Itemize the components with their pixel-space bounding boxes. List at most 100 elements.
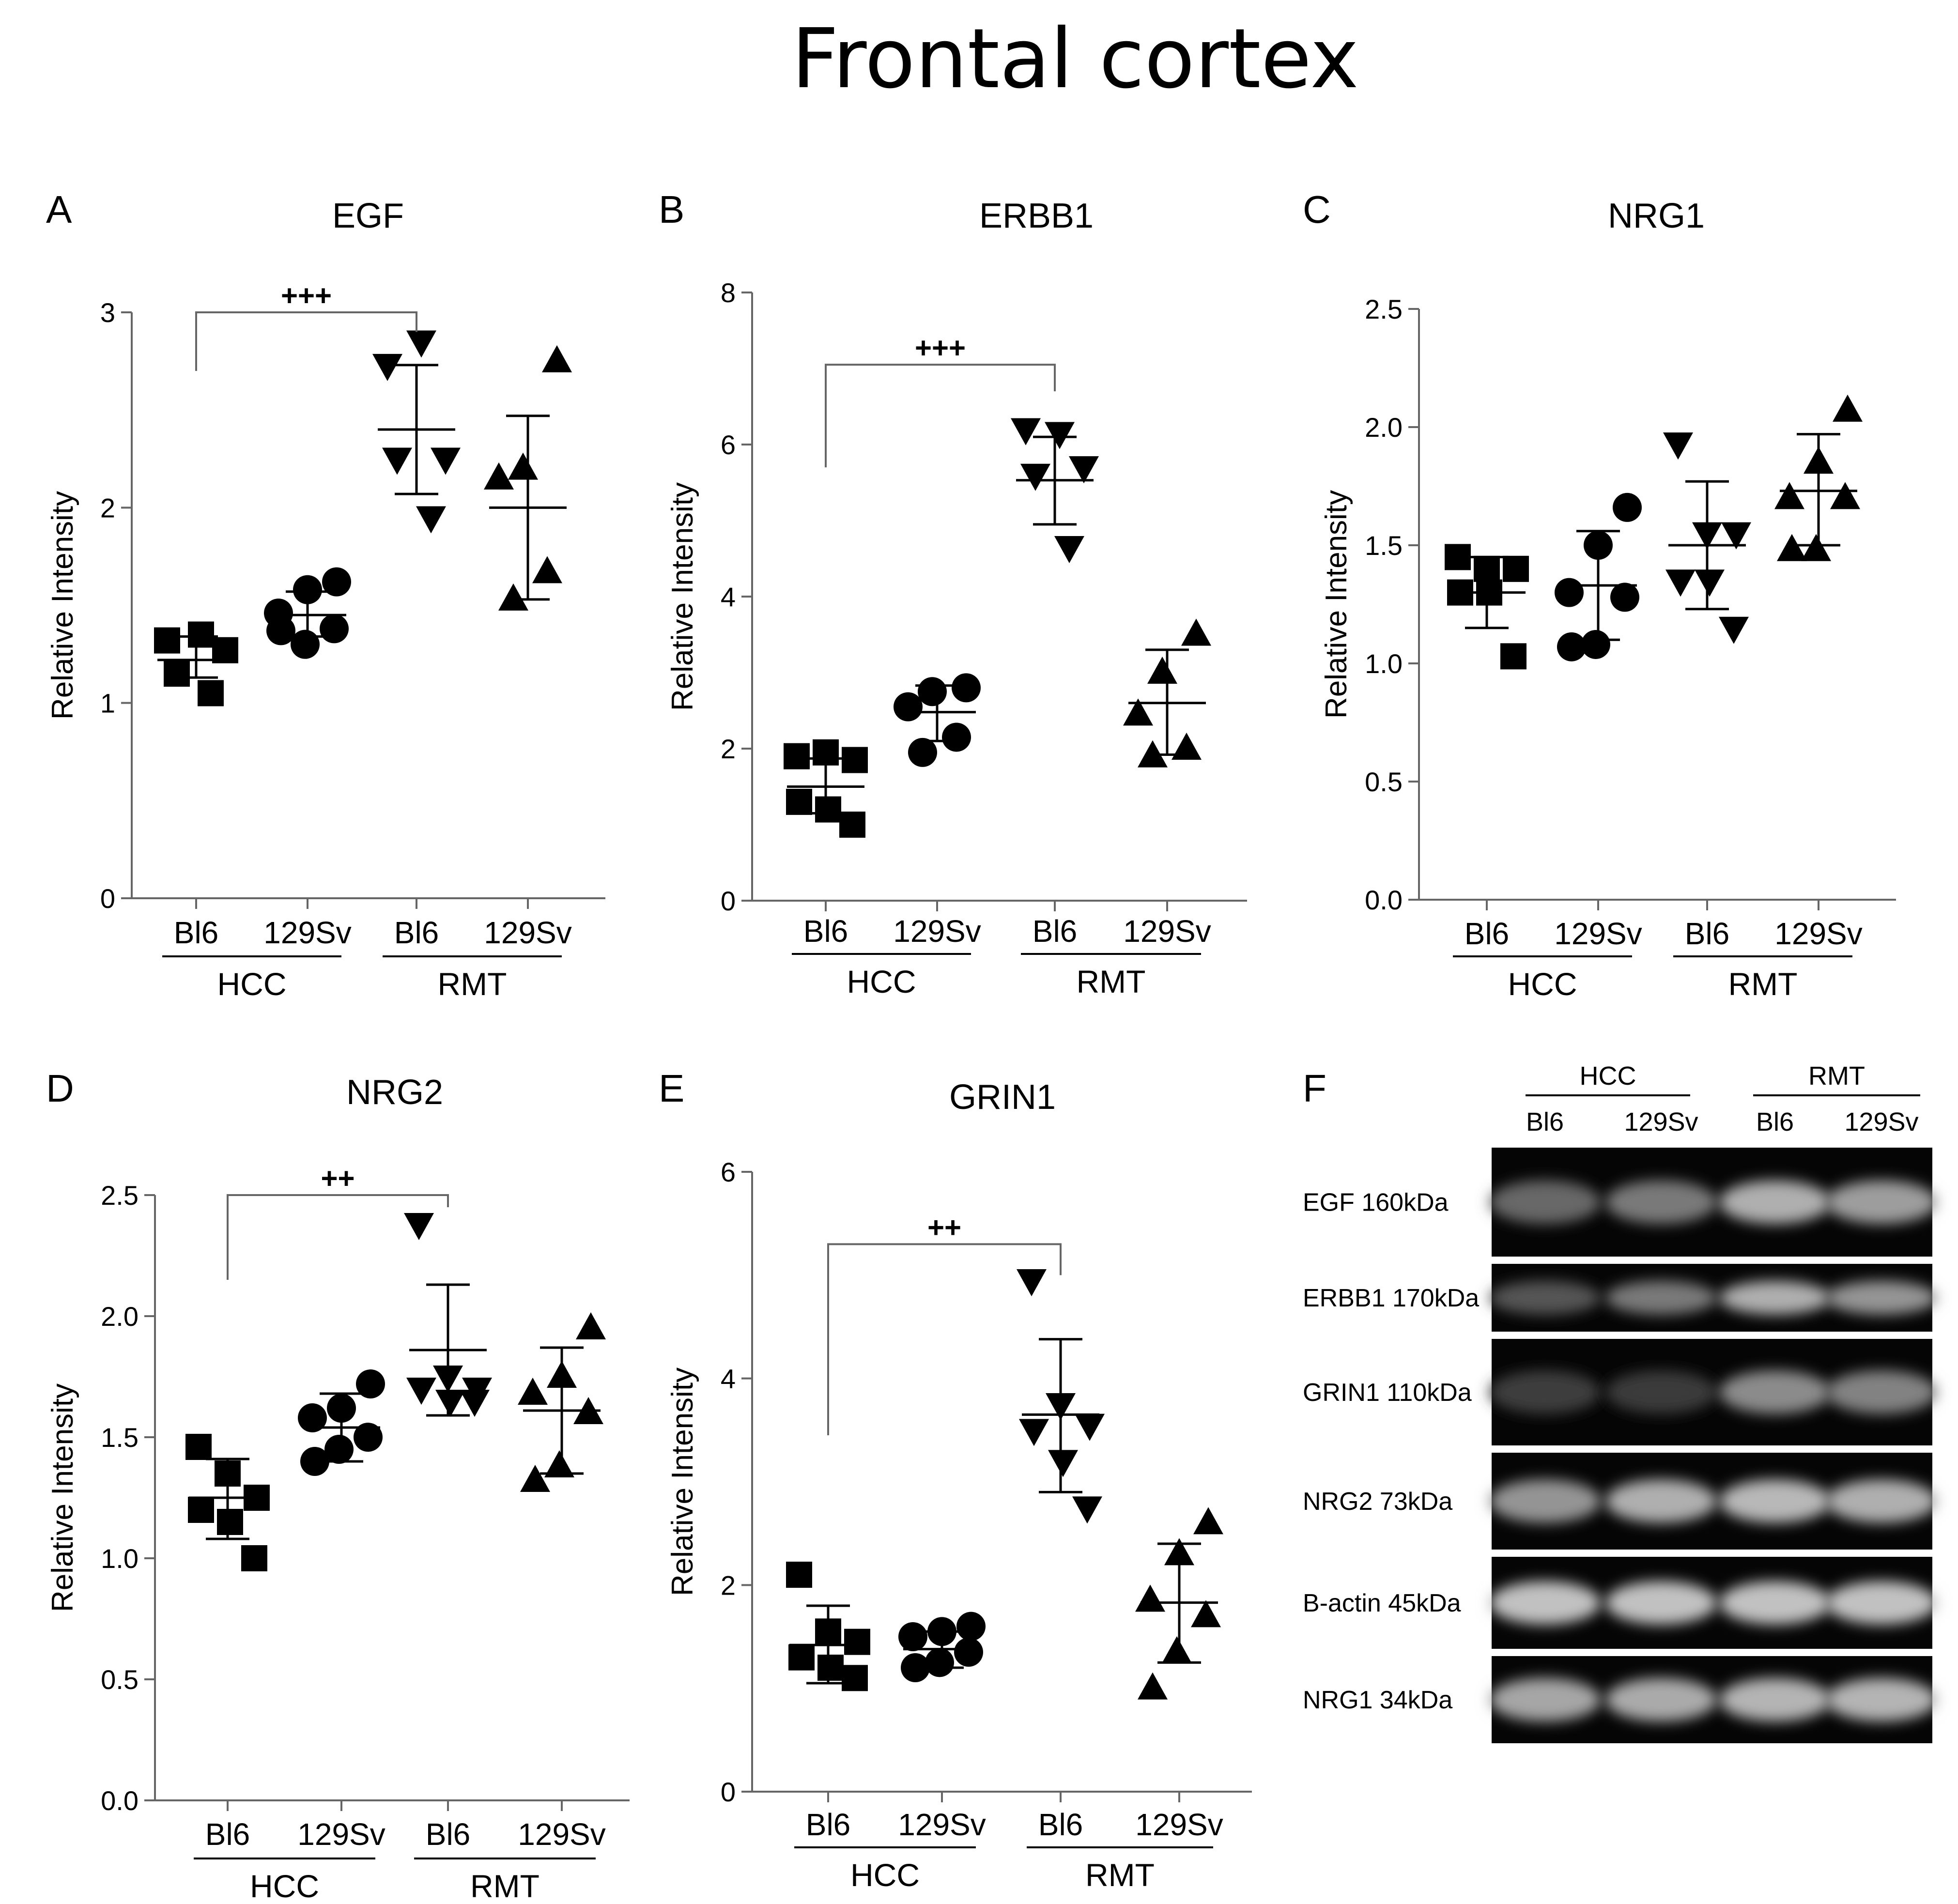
data-point [898,1622,927,1651]
y-tick-label: 0.0 [1365,885,1403,915]
y-tick-label: 2 [721,734,736,764]
blot-band [1719,1281,1831,1315]
data-point [786,788,812,815]
data-point [544,1450,574,1477]
panel-title: ERBB1 [979,197,1094,235]
data-point [241,1545,267,1571]
data-point [908,737,937,767]
data-point [198,680,224,706]
data-point [842,747,868,773]
group-label: RMT [438,966,507,1002]
blot-band [1605,1281,1717,1315]
data-point [1500,643,1526,670]
y-tick-label: 8 [721,277,736,308]
data-point [356,1369,385,1398]
data-point [460,1390,490,1417]
chart-panels: A EGF 0 1 2 3 Relative Intensity Bl6 129Sv Bl6 129… [46,188,1896,1904]
data-point [1191,1600,1221,1628]
panel-b: B ERBB1 0 2 4 6 8 Relative Intensity Bl6 129Sv Bl6… [659,188,1247,999]
y-axis-label: Relative Intensity [46,491,79,720]
group-label: RMT [1728,966,1798,1002]
panel-letter: B [659,188,684,231]
category-label: 129Sv [518,1817,605,1852]
data-point [918,677,947,706]
y-tick-label: 2.5 [1365,294,1403,324]
data-point [435,1390,465,1417]
data-point [416,506,446,534]
data-point [1181,618,1211,646]
y-tick-label: 3 [100,297,115,328]
data-point [1193,1507,1223,1535]
data-point [942,722,971,752]
blot-band [1605,1581,1717,1625]
group-label: HCC [1508,966,1577,1002]
data-point [1721,522,1751,550]
y-tick-label: 0.0 [101,1785,139,1816]
data-point [839,812,865,838]
category-label: Bl6 [174,915,219,950]
data-point [1801,534,1831,561]
data-point [1072,1496,1102,1524]
data-point [784,743,810,769]
panel-title: EGF [332,197,404,235]
data-point [508,452,538,480]
category-label: 129Sv [297,1817,385,1852]
panel-letter: A [46,188,72,231]
data-point [406,330,436,358]
data-point [1020,463,1050,491]
data-point [842,1665,868,1691]
blot-band [1605,1678,1717,1721]
category-label: Bl6 [1465,916,1510,951]
data-point [293,575,322,604]
blot-row-label: NRG2 73kDa [1303,1488,1452,1516]
group-label: HCC [850,1857,920,1893]
data-point [1147,657,1177,684]
group-label: HCC [250,1868,319,1904]
blot-band [1489,1678,1601,1721]
data-point [188,621,214,648]
blot-lane-label: 129Sv [1844,1107,1918,1136]
data-point [788,1644,815,1671]
panel-letter: F [1303,1067,1326,1110]
blot-band [1719,1370,1831,1414]
data-point [354,1423,383,1452]
category-label: 129Sv [484,915,571,950]
blot-band [1489,1479,1601,1523]
data-point [1663,432,1693,460]
data-point [1011,418,1041,445]
data-point [1503,555,1529,582]
significance-label: +++ [281,279,332,312]
category-label: 129Sv [1135,1807,1223,1842]
data-point [164,660,190,687]
blot-row: GRIN1 110kDa [1303,1339,1937,1445]
data-point [901,1653,930,1682]
panel-a: A EGF 0 1 2 3 Relative Intensity Bl6 129Sv Bl6 129… [46,188,605,1002]
y-axis-label: Relative Intensity [46,1383,79,1612]
data-point [1054,536,1084,563]
group-label: HCC [847,964,916,999]
group-label: HCC [217,966,287,1002]
data-point [518,1378,548,1405]
blot-row-label: ERBB1 170kDa [1303,1284,1479,1312]
blot-band [1826,1581,1937,1625]
data-point [1172,733,1202,760]
blot-lane-label: Bl6 [1756,1107,1794,1136]
significance-label: +++ [915,332,966,364]
blot-row-label: EGF 160kDa [1303,1189,1449,1217]
data-point [1613,492,1642,522]
y-tick-label: 2.0 [1365,412,1403,443]
blot-band [1489,1581,1601,1625]
y-tick-label: 6 [721,430,736,460]
blot-band [1489,1370,1601,1414]
group-label: RMT [470,1868,540,1904]
data-point [520,1465,550,1492]
data-point [154,627,180,654]
panel-d: D NRG2 0.0 0.5 1.0 1.5 2.0 2.5 Relative Intensit… [46,1067,630,1904]
category-label: 129Sv [1123,914,1211,949]
blot-band [1826,1281,1937,1315]
data-point [1774,482,1804,509]
y-axis-label: Relative Intensity [1320,490,1353,719]
blot-group-label: RMT [1808,1061,1865,1090]
y-axis-label: Relative Intensity [666,482,699,711]
panel-title: NRG1 [1608,197,1705,235]
